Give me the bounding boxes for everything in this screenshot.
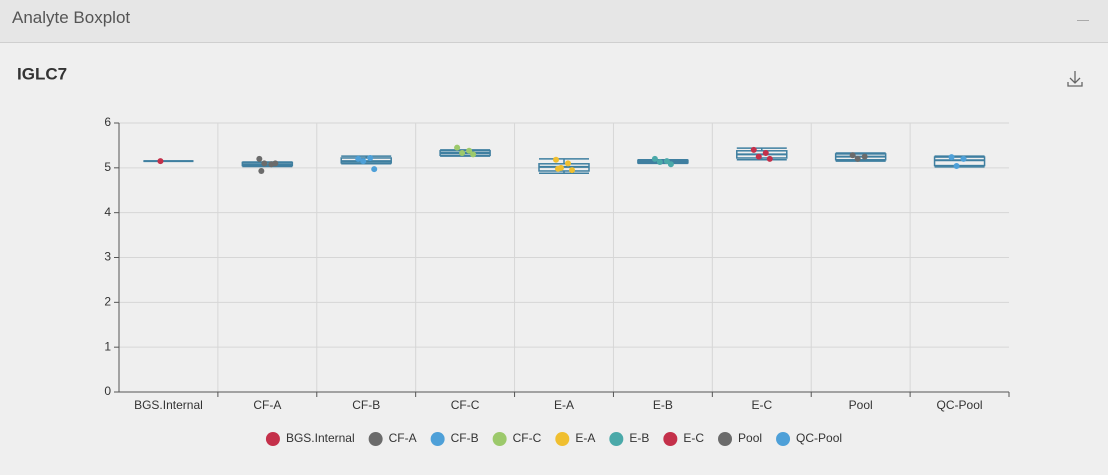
y-tick-label: 6 <box>104 115 111 129</box>
point <box>565 160 571 167</box>
point <box>667 161 674 168</box>
point <box>258 167 265 174</box>
x-tick-label: E-C <box>751 398 772 412</box>
x-tick-label: E-B <box>653 398 673 412</box>
legend-marker <box>555 432 570 446</box>
x-tick-label: CF-B <box>352 398 380 412</box>
x-tick-label: E-A <box>554 398 574 412</box>
legend-label: BGS.Internal <box>286 431 355 445</box>
point <box>766 155 773 162</box>
point <box>854 155 861 162</box>
legend-label: CF-C <box>513 431 542 445</box>
legend-marker <box>718 432 733 446</box>
panel-title: Analyte Boxplot <box>12 8 131 27</box>
point <box>355 155 362 162</box>
point <box>762 150 769 157</box>
point <box>960 155 967 162</box>
point <box>861 153 868 160</box>
point <box>849 152 856 159</box>
y-tick-label: 5 <box>104 160 111 174</box>
y-tick-label: 2 <box>104 295 111 309</box>
legend-marker <box>492 432 507 446</box>
x-tick-label: BGS.Internal <box>134 398 203 412</box>
x-tick-label: CF-C <box>451 398 480 412</box>
point <box>454 144 461 151</box>
legend-label: CF-B <box>451 431 479 445</box>
point <box>157 158 164 165</box>
y-tick-label: 1 <box>104 339 111 353</box>
point <box>656 159 663 166</box>
point <box>651 155 658 162</box>
point <box>953 163 960 170</box>
legend-label: CF-A <box>389 431 417 445</box>
legend-label: E-A <box>575 431 595 445</box>
x-tick-label: Pool <box>849 398 873 412</box>
legend-marker <box>368 432 383 446</box>
chart-title: IGLC7 <box>17 64 67 83</box>
download-icon[interactable] <box>1067 71 1083 87</box>
x-tick-label: QC-Pool <box>937 398 983 412</box>
legend-label: E-B <box>629 431 649 445</box>
point <box>755 153 762 160</box>
point <box>371 166 378 173</box>
panel-header: Analyte Boxplot <box>0 0 1108 43</box>
legend-label: E-C <box>683 431 704 445</box>
legend-label: QC-Pool <box>796 431 842 445</box>
chart: IGLC7 0 1 2 3 4 5 6 BGS.Internal CF-A CF-B CF-C E-A… <box>17 64 1083 446</box>
point <box>470 151 477 158</box>
box <box>933 156 986 167</box>
point <box>360 158 367 165</box>
legend-marker <box>776 432 791 446</box>
minimize-button[interactable] <box>1077 20 1089 21</box>
legend-marker <box>430 432 445 446</box>
point <box>459 150 466 157</box>
point <box>367 154 374 161</box>
y-tick-label: 4 <box>104 205 111 219</box>
point <box>466 147 473 154</box>
legend-marker <box>265 432 280 446</box>
legend-marker <box>663 432 678 446</box>
point <box>553 156 559 163</box>
x-tick-label: CF-A <box>253 398 281 412</box>
point <box>750 146 757 153</box>
point <box>272 160 279 167</box>
point <box>948 154 955 161</box>
y-tick-label: 3 <box>104 250 111 264</box>
legend-label: Pool <box>738 431 762 445</box>
y-tick-label: 0 <box>104 384 111 398</box>
legend-marker <box>609 432 624 446</box>
point <box>569 167 575 174</box>
point <box>256 155 263 162</box>
point <box>261 160 268 167</box>
point <box>555 165 561 172</box>
